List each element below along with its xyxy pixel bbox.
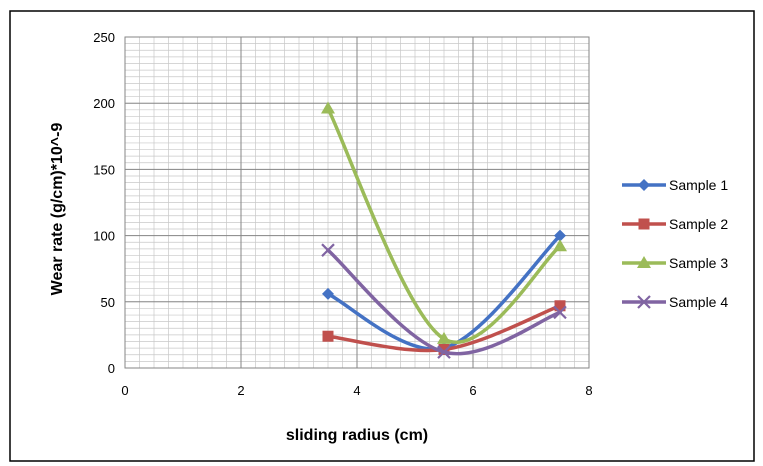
series-sample-3 <box>321 101 567 344</box>
series-sample-2 <box>322 300 566 355</box>
data-point-sample-3 <box>437 331 451 344</box>
data-point-sample-2 <box>322 330 334 342</box>
legend-marker <box>637 256 651 268</box>
legend-marker <box>637 295 651 309</box>
y-tick-label: 250 <box>93 30 115 45</box>
legend-item-sample-1: Sample 1 <box>622 177 728 193</box>
data-point-sample-3 <box>321 101 335 114</box>
data-point-sample-3 <box>553 239 567 252</box>
plot-area-border <box>124 36 590 369</box>
x-axis-title: sliding radius (cm) <box>286 427 428 444</box>
data-point-sample-4 <box>321 243 335 257</box>
series-layer <box>321 101 567 359</box>
y-tick-label: 0 <box>108 361 115 376</box>
series-line-sample-3 <box>326 106 562 344</box>
legend-label: Sample 4 <box>669 294 728 310</box>
y-axis-title: Wear rate (g/cm)*10^-9 <box>49 123 66 296</box>
x-tick-label: 4 <box>353 383 360 398</box>
x-tick-label: 0 <box>121 383 128 398</box>
legend-marker <box>638 218 650 230</box>
data-point-sample-2 <box>554 300 566 312</box>
x-tick-label: 2 <box>237 383 244 398</box>
y-tick-label: 50 <box>101 295 115 310</box>
data-point-sample-4 <box>437 345 451 359</box>
y-tick-labels: 0 50 100 150 200 250 <box>93 30 115 376</box>
data-point-sample-2 <box>438 343 450 355</box>
legend-item-sample-3: Sample 3 <box>622 255 728 271</box>
y-tick-label: 100 <box>93 229 115 244</box>
data-point-sample-1 <box>554 229 566 242</box>
y-tick-label: 200 <box>93 96 115 111</box>
legend: Sample 1 Sample 2 Sample 3 Sample 4 <box>622 177 728 310</box>
x-tick-labels: 0 2 4 6 8 <box>121 383 592 398</box>
legend-item-sample-4: Sample 4 <box>622 294 728 310</box>
data-point-sample-1 <box>322 287 334 300</box>
x-tick-label: 6 <box>469 383 476 398</box>
legend-label: Sample 2 <box>669 216 728 232</box>
data-point-sample-4 <box>553 305 567 320</box>
legend-label: Sample 1 <box>669 177 728 193</box>
legend-marker <box>638 179 650 191</box>
y-tick-label: 150 <box>93 162 115 177</box>
legend-item-sample-2: Sample 2 <box>622 216 728 232</box>
x-tick-label: 8 <box>585 383 592 398</box>
legend-label: Sample 3 <box>669 255 728 271</box>
series-sample-4 <box>321 243 567 359</box>
